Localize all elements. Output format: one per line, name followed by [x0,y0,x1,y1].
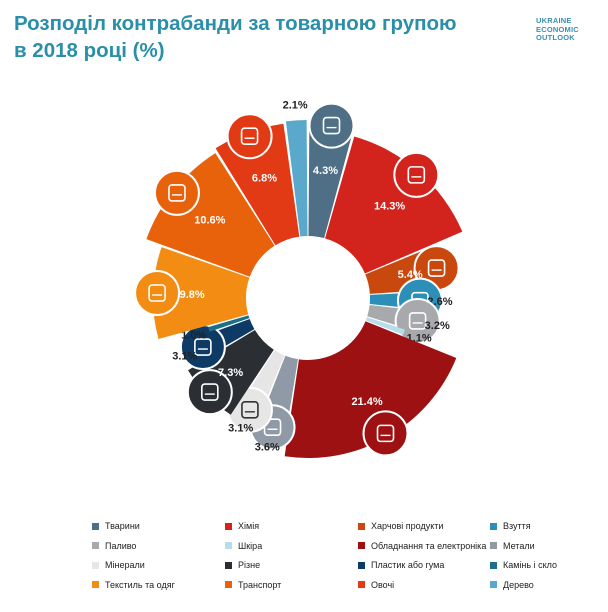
legend-label: Взуття [503,521,531,531]
legend-item: Харчові продукти [358,519,443,533]
carrot-icon [226,113,273,160]
slice-7-wedge [284,321,457,458]
legend-item: Шкіра [225,539,262,553]
brand-logo-line-2: ECONOMIC [536,24,579,34]
legend-item: Різне [225,558,260,572]
slice-10-value-label: 7.3% [218,367,243,379]
legend-label: Пластик або гума [371,560,445,570]
legend-label: Харчові продукти [371,521,444,531]
clothes-icon [134,270,181,317]
legend-label: Текстиль та одяг [105,579,175,590]
legend-item: Мінерали [92,558,145,572]
brand-logo: UKRAINE ECONOMIC OUTLOOK [536,16,606,43]
legend-label: Паливо [105,540,137,551]
brand-logo-line-1: UKRAINE [536,16,572,25]
slice-14-wedge [146,153,275,277]
legend-swatch [490,522,497,530]
slice-16-wedge [285,120,308,237]
slice-11-value-label: 3.1% [172,350,197,362]
legend-item: Текстиль та одяг [92,578,175,592]
smuggling-donut-chart: 4.3%14.3%5.4%2.6%3.2%1.1%21.4%3.6%3.1%7.… [134,99,463,458]
legend-swatch [225,581,232,588]
legend-label: Овочі [371,579,395,590]
legend-label: Метали [503,540,535,551]
brand-logo-line-3: OUTLOOK [536,33,575,42]
legend-swatch [92,522,99,530]
legend-swatch [92,581,99,588]
slice-1-wedge [308,120,355,239]
legend-label: Тварини [105,521,140,531]
legend-item: Хімія [225,519,259,533]
test-tubes-icon [393,151,440,198]
legend-label: Дерево [503,579,534,590]
legend-item: Метали [490,539,535,553]
legend-label: Транспорт [238,579,282,590]
slice-2-value-label: 14.3% [374,200,405,212]
slice-1-value-label: 4.3% [313,165,338,177]
legend-item: Обладнання та електроніка [358,539,486,553]
donut-hole [248,238,368,358]
legend-swatch [358,581,365,588]
slice-9-value-label: 3.1% [228,423,253,435]
slice-16-value-label: 2.1% [283,99,308,111]
legend-swatch [358,522,365,530]
legend-item: Овочі [358,578,394,592]
slice-7-value-label: 21.4% [351,396,382,408]
chart-title-line-2: в 2018 році (%) [14,39,165,62]
slice-5-value-label: 3.2% [425,320,450,332]
legend-item: Пластик або гума [358,558,444,572]
legend-swatch [358,542,365,549]
legend-swatch [490,561,497,569]
legend-label: Мінерали [105,560,145,570]
slice-13-wedge [152,247,250,340]
legend-label: Хімія [238,521,260,531]
legend-swatch [92,542,99,549]
dog-icon [308,102,355,149]
slice-2-wedge [325,136,463,274]
legend-item: Взуття [490,519,531,533]
scooter-icon [153,169,200,216]
legend-item: Камінь і скло [490,558,557,572]
slice-13-value-label: 9.8% [180,289,205,301]
legend-swatch [92,561,99,569]
slice-12-wedge [208,315,250,332]
box-icon [186,369,233,416]
chart-title-line-1: Розподіл контрабанди за товарною групою [14,12,457,35]
legend-swatch [358,561,365,569]
legend-item: Дерево [490,578,534,592]
legend-swatch [490,542,497,549]
legend-swatch [225,522,232,530]
smartphone-icon [362,410,409,457]
slice-8-value-label: 3.6% [255,442,280,454]
legend-swatch [490,581,497,588]
legend-item: Транспорт [225,578,281,592]
slice-12-value-label: 1.0% [181,329,206,341]
slice-14-value-label: 10.6% [194,214,225,226]
chart-title: Розподіл контрабанди за товарною групою … [14,10,514,64]
slice-15-value-label: 6.8% [252,172,277,184]
legend-label: Шкіра [238,540,263,551]
legend-item: Тварини [92,519,140,533]
legend-swatch [225,542,232,549]
legend-label: Камінь і скло [503,560,557,570]
legend-item: Паливо [92,539,136,553]
legend-swatch [225,561,232,569]
legend-label: Обладнання та електроніка [371,540,487,551]
slice-6-wedge [365,317,405,335]
legend-label: Різне [238,560,261,570]
